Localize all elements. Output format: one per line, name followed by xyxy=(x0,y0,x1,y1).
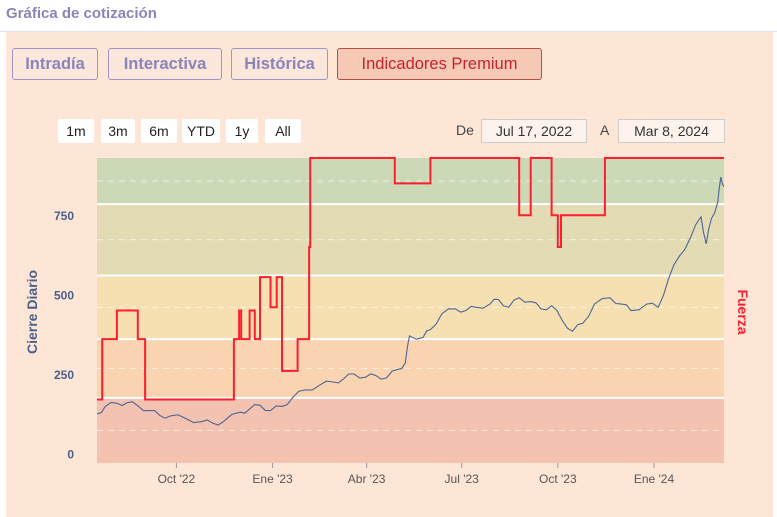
y-tick-label: 0 xyxy=(67,447,74,461)
x-tick-label: Ene '24 xyxy=(634,472,675,486)
y2-axis-label: Fuerza xyxy=(735,289,751,334)
x-tick-label: Abr '23 xyxy=(348,472,386,486)
y-tick-label: 750 xyxy=(54,209,74,223)
tab-historica[interactable]: Histórica xyxy=(231,48,328,80)
y-axis-label: Cierre Diario xyxy=(24,270,40,354)
x-tick-label: Jul '23 xyxy=(445,472,480,486)
tab-indicadores-premium[interactable]: Indicadores Premium xyxy=(337,48,542,80)
price-series-line xyxy=(96,176,725,426)
y-tick-label: 500 xyxy=(54,289,74,303)
date-from-label: De xyxy=(456,122,474,138)
title-divider xyxy=(0,31,777,32)
range-button-all[interactable]: All xyxy=(265,119,301,143)
date-from-input[interactable]: Jul 17, 2022 xyxy=(481,119,587,143)
range-button-ytd[interactable]: YTD xyxy=(182,119,220,143)
x-tick-label: Ene '23 xyxy=(252,472,293,486)
tab-intradia[interactable]: Intradía xyxy=(12,48,98,80)
range-button-3m[interactable]: 3m xyxy=(101,119,135,143)
strength-series-line xyxy=(97,157,724,401)
range-button-1m[interactable]: 1m xyxy=(58,119,94,143)
date-to-label: A xyxy=(600,122,610,138)
date-to-input[interactable]: Mar 8, 2024 xyxy=(618,119,725,143)
range-button-1y[interactable]: 1y xyxy=(226,119,258,143)
x-tick-label: Oct '23 xyxy=(539,472,577,486)
y-tick-label: 250 xyxy=(54,368,74,382)
page-title: Gráfica de cotización xyxy=(6,5,157,22)
tab-interactiva[interactable]: Interactiva xyxy=(108,48,222,80)
range-button-6m[interactable]: 6m xyxy=(141,119,177,143)
x-tick-label: Oct '22 xyxy=(158,472,196,486)
